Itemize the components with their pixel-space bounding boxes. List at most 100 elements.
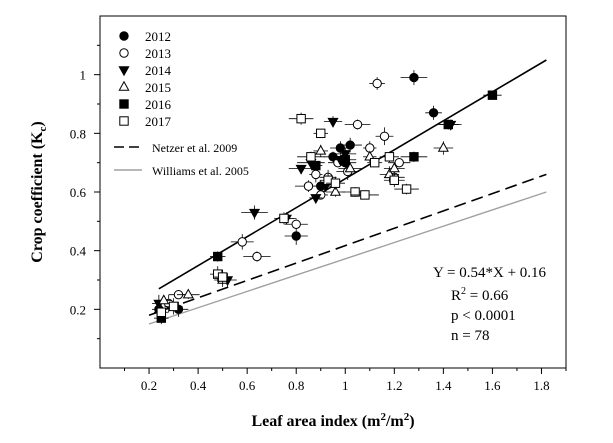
point-marker — [372, 78, 382, 89]
point-marker — [345, 140, 355, 150]
data-point-2016 — [309, 160, 323, 171]
data-point-2017 — [383, 173, 405, 188]
x-tick-label: 0.6 — [239, 378, 256, 393]
x-tick-label: 1.6 — [484, 378, 501, 393]
legend-markers — [118, 31, 130, 126]
legend: 2012 2013 2014 2015 2016 2017 Netzer et … — [114, 29, 249, 178]
data-point-2017 — [394, 183, 419, 195]
point-marker — [237, 237, 247, 247]
data-point-2013 — [363, 141, 377, 155]
point-marker — [350, 187, 360, 197]
point-marker — [335, 143, 346, 153]
point-marker — [394, 157, 404, 168]
regression-annotation: Y = 0.54*X + 0.16 R2 = 0.66 p < 0.0001 n… — [433, 265, 547, 344]
data-point-2012 — [400, 70, 428, 86]
tick-group: 0.2 0.4 0.6 0.8 1 1.2 1.4 1.6 1.8 0.2 0.4 0.6 0.8 1 — [70, 44, 567, 393]
data-point-2012 — [284, 227, 308, 245]
data-point-2013 — [243, 251, 271, 262]
x-tick-label: 1 — [342, 378, 349, 393]
point-marker — [311, 160, 321, 171]
data-point-2013 — [230, 234, 254, 250]
legend-label-2014: 2014 — [145, 63, 172, 78]
legend-marker-2014 — [118, 66, 130, 77]
data-point-2017 — [325, 176, 345, 190]
point-marker — [339, 150, 351, 161]
point-marker — [329, 185, 342, 196]
data-point-2015 — [156, 294, 172, 305]
point-marker — [428, 108, 439, 118]
legend-label-2012: 2012 — [145, 29, 171, 44]
point-marker — [217, 272, 228, 282]
data-point-2017 — [154, 305, 169, 320]
point-marker — [388, 162, 400, 173]
data-point-2013 — [388, 157, 411, 168]
legend-label-2016: 2016 — [145, 97, 172, 112]
data-point-2013 — [295, 180, 322, 192]
netzer-line — [148, 173, 547, 316]
point-marker — [296, 113, 306, 124]
point-marker — [291, 219, 301, 229]
annotation-n: n = 78 — [451, 328, 489, 344]
data-point-2015 — [383, 162, 405, 173]
data-point-2017 — [274, 212, 294, 225]
point-marker — [213, 251, 223, 262]
data-point-2015 — [363, 150, 377, 162]
point-marker — [340, 155, 350, 165]
x-tick-label: 0.2 — [141, 378, 157, 393]
point-marker — [330, 178, 341, 188]
data-point-2012 — [338, 137, 362, 153]
x-tick-label: 0.8 — [288, 378, 304, 393]
point-marker — [401, 184, 412, 194]
point-marker — [306, 152, 316, 162]
data-point-2017 — [288, 112, 314, 125]
data-point-2014 — [309, 194, 323, 205]
data-point-2015 — [379, 166, 400, 183]
data-point-2017 — [214, 269, 232, 285]
data-point-2016 — [483, 90, 502, 100]
x-tick-label: 1.2 — [386, 378, 402, 393]
point-marker — [369, 157, 380, 168]
point-marker — [156, 307, 167, 317]
data-point-2014 — [288, 164, 314, 175]
point-marker — [383, 168, 395, 179]
point-marker — [364, 150, 376, 161]
data-point-2014 — [241, 205, 268, 220]
x-axis-label: Leaf area index (m2/m2) — [251, 411, 414, 430]
point-marker — [291, 231, 301, 241]
fit-line — [158, 59, 547, 290]
annotation-equation: Y = 0.54*X + 0.16 — [433, 265, 547, 281]
data-point-2015 — [433, 141, 454, 155]
legend-marker-2013 — [119, 48, 129, 58]
legend-label-netzer: Netzer et al. 2009 — [152, 141, 237, 155]
data-point-2016 — [334, 155, 357, 165]
point-marker — [487, 90, 498, 100]
data-point-2016 — [209, 251, 226, 262]
data-point-2017 — [164, 298, 183, 315]
legend-marker-2016 — [119, 99, 129, 109]
point-marker — [379, 131, 390, 141]
point-marker — [389, 175, 400, 185]
point-marker — [279, 213, 289, 224]
legend-label-2015: 2015 — [145, 80, 171, 95]
annotation-p-value: p < 0.0001 — [451, 308, 516, 324]
data-point-2014 — [323, 116, 343, 128]
point-marker — [295, 164, 307, 175]
williams-line — [148, 191, 547, 325]
point-marker — [168, 301, 179, 312]
point-marker — [311, 169, 321, 180]
data-point-2013 — [284, 219, 308, 230]
legend-label-williams: Williams et al. 2005 — [152, 164, 249, 178]
point-marker — [327, 117, 339, 128]
y-axis-label: Crop coefficient (Kc) — [29, 121, 49, 262]
point-marker — [443, 119, 453, 130]
data-point-2016 — [437, 119, 459, 130]
line-group — [148, 59, 547, 325]
data-point-2015 — [338, 162, 362, 173]
legend-label-2013: 2013 — [145, 46, 171, 61]
point-marker — [310, 194, 322, 205]
point-marker — [409, 152, 419, 162]
y-tick-label: 0.6 — [70, 185, 87, 200]
data-point-2017 — [350, 190, 379, 200]
data-point-2015 — [313, 144, 329, 158]
legend-marker-2012 — [119, 31, 129, 41]
